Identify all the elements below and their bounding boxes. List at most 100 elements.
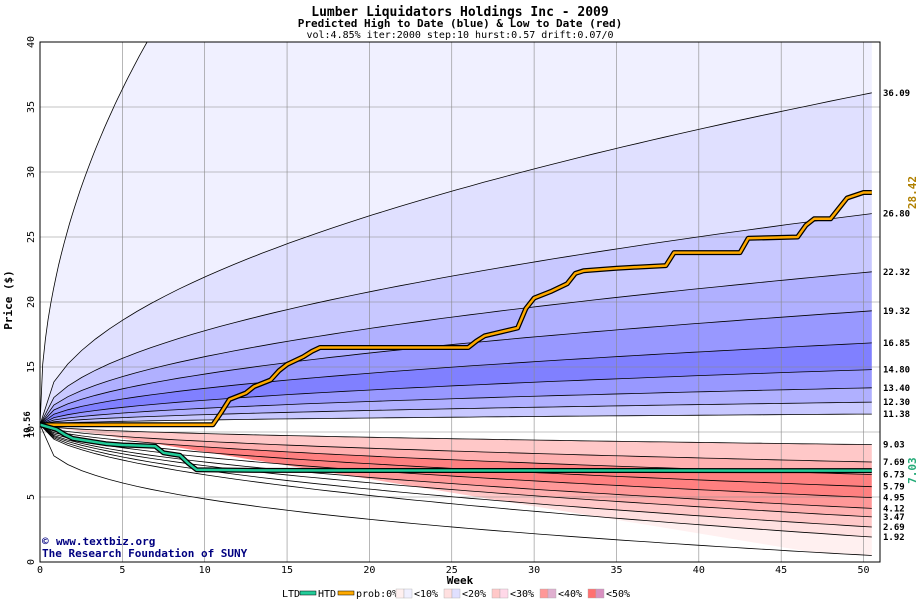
legend-prob-label: prob:0% bbox=[356, 589, 398, 600]
quantile-line bbox=[39, 342, 872, 426]
probability-band bbox=[40, 424, 872, 527]
quantile-line bbox=[39, 271, 872, 425]
x-tick-label: 10 bbox=[199, 565, 211, 576]
quantile-label: 26.80 bbox=[883, 210, 910, 220]
y-tick-label: 20 bbox=[26, 296, 37, 308]
legend-item-label: <20% bbox=[462, 589, 486, 600]
quantile-label: 1.92 bbox=[883, 533, 905, 543]
probability-band bbox=[40, 387, 872, 425]
x-tick-label: 50 bbox=[858, 565, 870, 576]
credit-copyright: © bbox=[42, 535, 49, 548]
credit-url: www.textbiz.org bbox=[56, 535, 155, 548]
y-tick-label: 0 bbox=[26, 559, 37, 565]
legend-swatch bbox=[403, 588, 413, 599]
y-tick-label: 35 bbox=[26, 101, 37, 113]
quantile-label: 36.09 bbox=[883, 89, 910, 99]
y-axis-title: Price ($) bbox=[2, 270, 15, 330]
legend-htd-swatch bbox=[337, 590, 355, 596]
y-tick-label: 15 bbox=[26, 361, 37, 373]
quantile-line bbox=[39, 92, 872, 425]
x-tick-label: 25 bbox=[446, 565, 458, 576]
legend-swatch bbox=[547, 588, 557, 599]
y-tick-label: 25 bbox=[26, 231, 37, 243]
quantile-label: 4.12 bbox=[883, 504, 905, 514]
quantile-label: 7.69 bbox=[883, 458, 905, 468]
legend-swatch bbox=[595, 588, 605, 599]
probability-band bbox=[40, 271, 872, 425]
quantile-line bbox=[39, 424, 872, 556]
legend-item-label: <10% bbox=[414, 589, 438, 600]
quantile-line bbox=[39, 424, 872, 518]
x-tick-label: 40 bbox=[693, 565, 705, 576]
legend-swatch bbox=[499, 588, 509, 599]
x-tick-label: 30 bbox=[528, 565, 540, 576]
quantile-line bbox=[39, 424, 872, 538]
x-tick-label: 5 bbox=[119, 565, 125, 576]
quantile-label: 14.80 bbox=[883, 366, 910, 376]
probability-band bbox=[40, 424, 872, 562]
quantile-line bbox=[39, 424, 872, 509]
probability-band bbox=[40, 424, 872, 556]
legend-swatch bbox=[451, 588, 461, 599]
axes: 0 5 10 15 20 25 30 35 40 45 50 0 5 10 15 20 25 30 35 40 bbox=[26, 36, 881, 576]
legend-ltd-label: LTD bbox=[282, 589, 300, 600]
chart-subtitle: Predicted High to Date (blue) & Low to D… bbox=[298, 17, 623, 30]
quantile-line bbox=[39, 424, 872, 445]
credit-org: The Research Foundation of SUNY bbox=[42, 547, 248, 560]
y-tick-label: 40 bbox=[26, 36, 37, 48]
legend-swatch bbox=[395, 588, 405, 599]
quantile-label: 3.47 bbox=[883, 513, 905, 523]
quantile-line bbox=[39, 401, 872, 426]
htd-line bbox=[40, 191, 872, 426]
probability-band bbox=[40, 424, 872, 475]
probability-band bbox=[40, 424, 872, 517]
probability-band bbox=[40, 310, 872, 425]
quantile-line bbox=[39, 387, 872, 426]
quantile-line bbox=[39, 213, 872, 425]
probability-band bbox=[40, 369, 872, 425]
probability-band bbox=[40, 42, 872, 425]
quantile-line bbox=[39, 424, 872, 463]
x-tick-label: 0 bbox=[37, 565, 43, 576]
legend-swatch bbox=[443, 588, 453, 599]
probability-band bbox=[40, 424, 872, 509]
probability-band bbox=[40, 424, 872, 498]
quantile-label: 9.03 bbox=[883, 441, 905, 451]
legend-swatch bbox=[491, 588, 501, 599]
quantile-label: 22.32 bbox=[883, 268, 910, 278]
legend: LTD HTD prob:0% <10% <20% <30% <40% <50% bbox=[282, 588, 630, 600]
quantile-label: 12.30 bbox=[883, 398, 910, 408]
probability-band bbox=[40, 342, 872, 425]
quantile-label: 16.85 bbox=[883, 339, 910, 349]
quantile-label: 5.79 bbox=[883, 483, 905, 493]
x-tick-label: 45 bbox=[775, 565, 787, 576]
plot-border bbox=[39, 41, 881, 563]
legend-swatch bbox=[587, 588, 597, 599]
y-tick-label: 5 bbox=[26, 494, 37, 500]
probability-band bbox=[40, 92, 872, 425]
quantile-label: 4.95 bbox=[883, 494, 905, 504]
quantile-label: 13.40 bbox=[883, 384, 910, 394]
legend-item-label: <30% bbox=[510, 589, 534, 600]
quantile-line bbox=[39, 424, 872, 528]
probability-band bbox=[40, 424, 872, 462]
start-price-label: 10.56 bbox=[23, 411, 33, 438]
probability-bands bbox=[40, 42, 872, 562]
probability-band bbox=[40, 414, 872, 445]
legend-item-label: <50% bbox=[606, 589, 630, 600]
quantile-label: 2.69 bbox=[883, 523, 905, 533]
chart-params: vol:4.85% iter:2000 step:10 hurst:0.57 d… bbox=[306, 30, 613, 41]
probability-band bbox=[40, 424, 872, 537]
y-tick-label: 10 bbox=[26, 426, 37, 438]
x-tick-label: 35 bbox=[610, 565, 622, 576]
quantile-label: 19.32 bbox=[883, 307, 910, 317]
htd-final-label: 28.42 bbox=[906, 176, 919, 209]
chart-title: Lumber Liquidators Holdings Inc - 2009 bbox=[311, 5, 608, 20]
quantile-label: 11.38 bbox=[883, 410, 910, 420]
legend-ltd-swatch bbox=[299, 590, 317, 596]
credit-block: © www.textbiz.org The Research Foundatio… bbox=[42, 535, 248, 560]
quantile-line bbox=[39, 41, 872, 425]
ltd-final-label: 7.03 bbox=[906, 457, 919, 484]
x-tick-label: 15 bbox=[281, 565, 293, 576]
